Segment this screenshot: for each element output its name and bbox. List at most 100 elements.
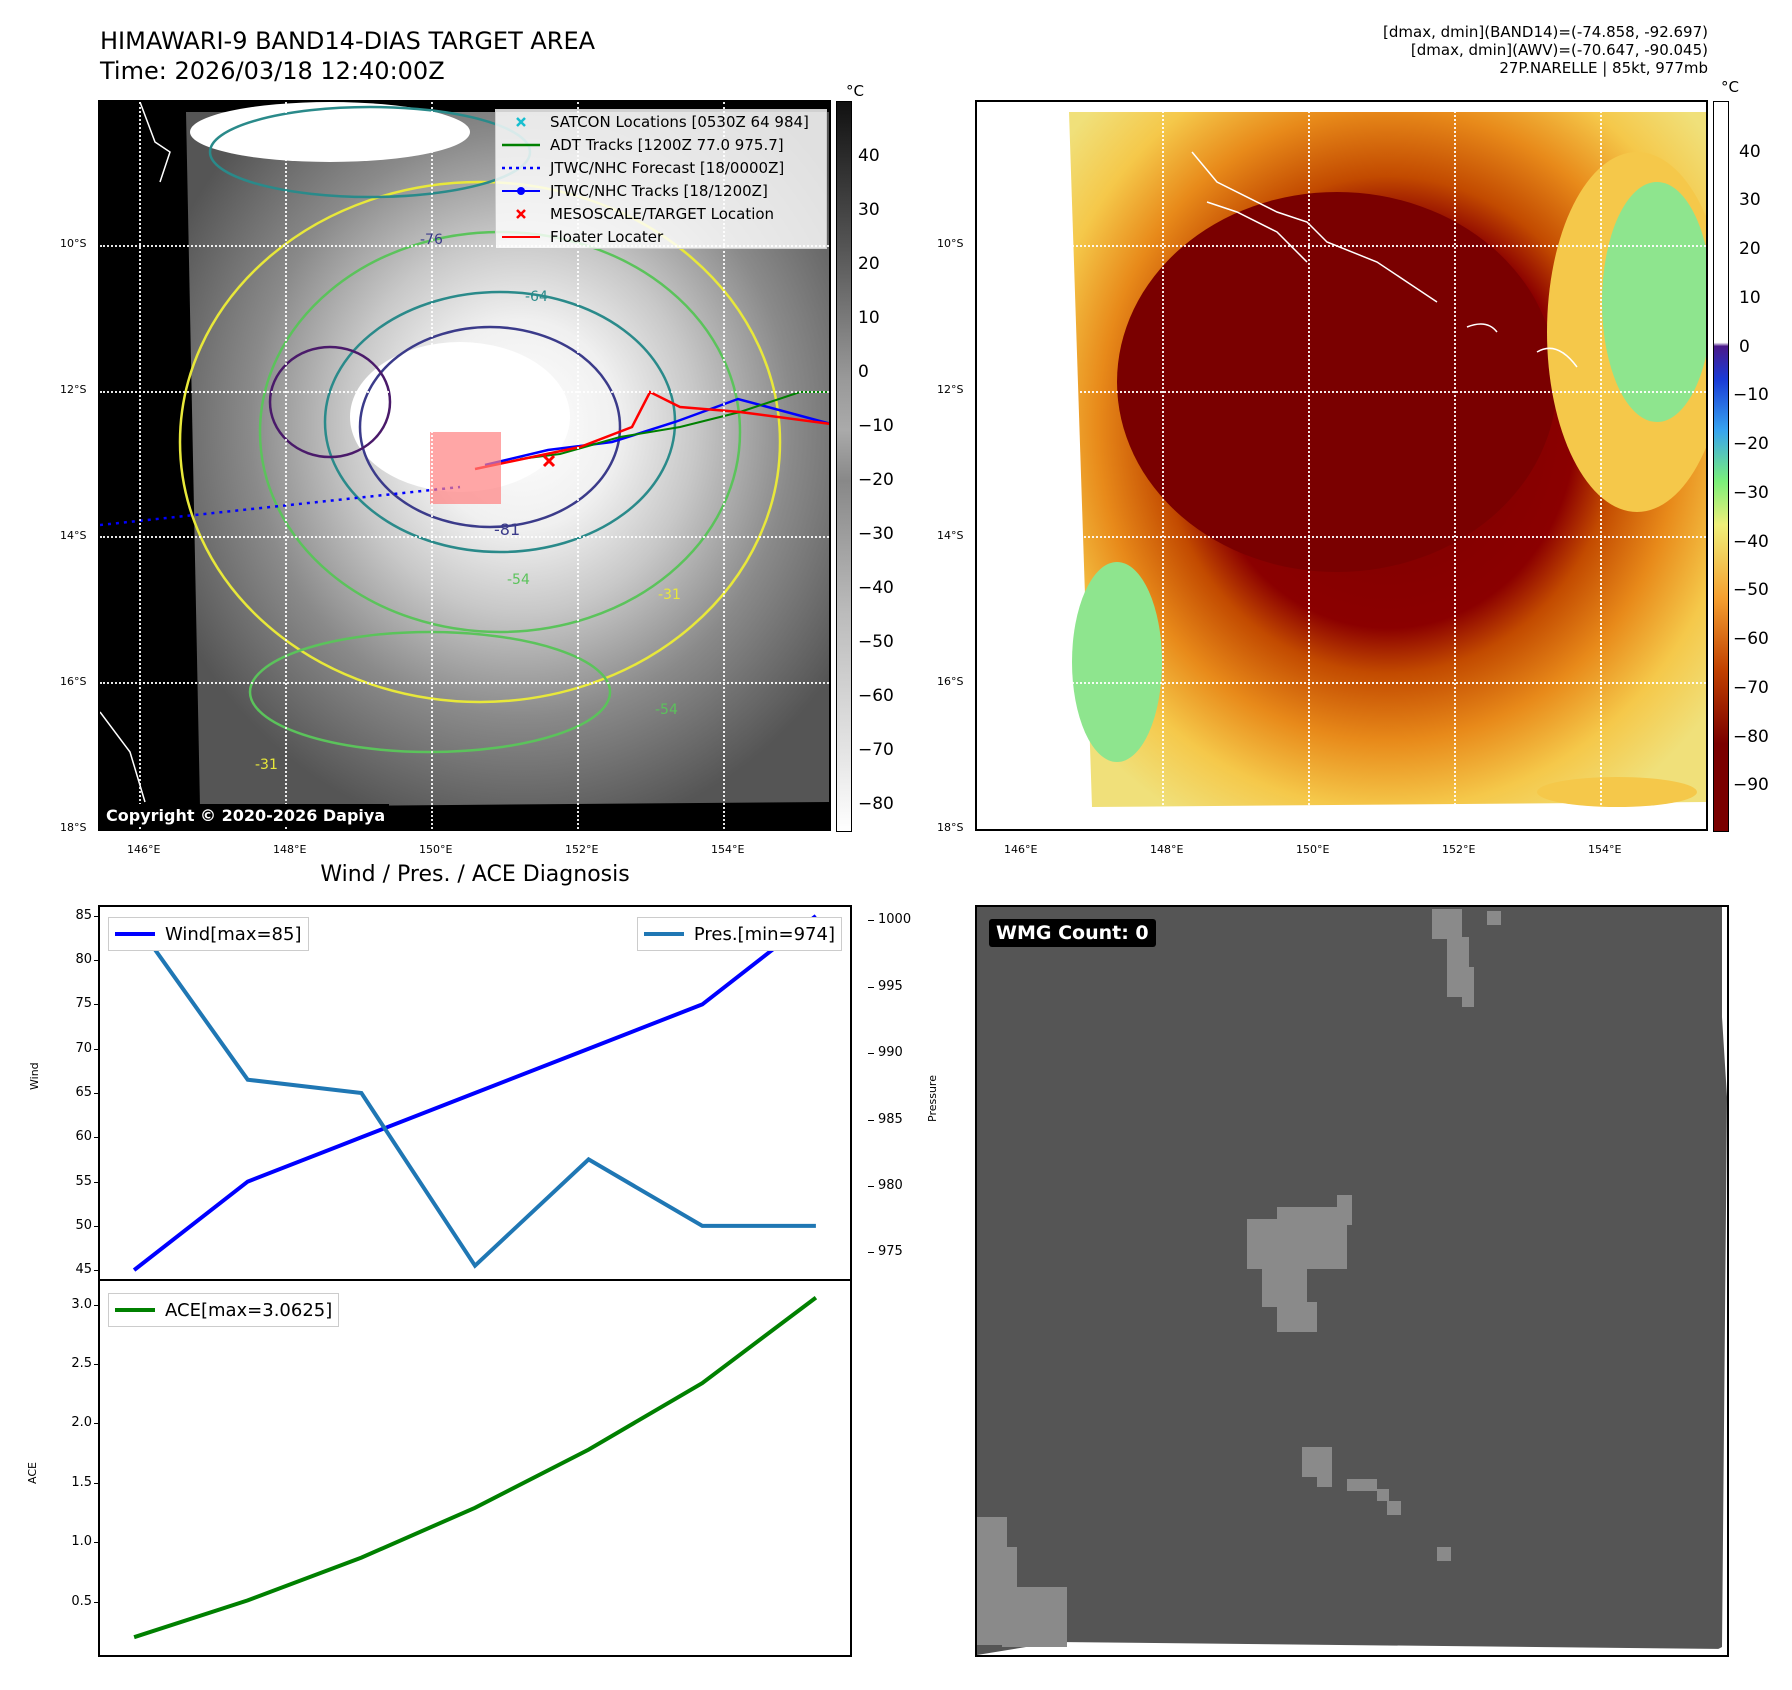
colorbar-tick: −40	[858, 578, 894, 598]
ace-tick-label: 0.5	[71, 1593, 92, 1609]
wmg-count-badge: WMG Count: 0	[989, 919, 1156, 947]
colorbar-tick: −80	[858, 794, 894, 814]
lon-label: 150°E	[419, 843, 453, 856]
lon-label: 146°E	[127, 843, 161, 856]
chart-title: HIMAWARI-9 BAND14-DIAS TARGET AREA	[100, 27, 596, 55]
ace-legend-label: ACE[max=3.0625]	[165, 1299, 333, 1321]
lat-label: 14°S	[937, 529, 964, 542]
colorbar-unit: °C	[846, 82, 864, 100]
x-marker-icon	[502, 115, 540, 129]
wind-tick-label-mark	[94, 1093, 100, 1094]
pressure-axis-label: Pressure	[926, 1075, 939, 1122]
dotted-line-icon	[502, 161, 540, 175]
ace-tick-label-mark	[94, 1304, 100, 1306]
contour-label: -31	[255, 757, 278, 773]
legend-label: MESOSCALE/TARGET Location	[550, 204, 775, 223]
pressure-tick-label-mark	[868, 1252, 874, 1254]
pressure-legend-label: Pres.[min=974]	[693, 923, 835, 945]
wind-tick-label-mark	[94, 1004, 100, 1006]
pressure-tick-label-mark	[868, 920, 874, 922]
wmg-imagery	[977, 907, 1727, 1655]
ace-tick-label-mark	[94, 1601, 100, 1603]
contour-label: -31	[658, 587, 681, 603]
colorbar-tick: −10	[1733, 385, 1769, 405]
ace-tick-label: 1.5	[71, 1474, 92, 1490]
colorbar-tick: −70	[858, 740, 894, 760]
colorbar-tick: −60	[1733, 629, 1769, 649]
lat-label: 10°S	[937, 237, 964, 250]
ace-tick-label: 3.0	[71, 1296, 92, 1312]
pressure-tick-label: 990	[878, 1045, 903, 1061]
wind-tick-label: 80	[75, 952, 92, 968]
lat-label: 16°S	[937, 675, 964, 688]
colorbar-tick: 10	[1739, 288, 1761, 308]
wind-tick-label-mark	[94, 1225, 100, 1227]
colorbar-tick: 0	[1739, 337, 1750, 357]
line-icon	[502, 230, 540, 244]
colorbar-tick: 20	[1739, 239, 1761, 259]
colorbar-tick: −90	[1733, 775, 1769, 795]
wind-tick-label: 50	[75, 1217, 92, 1233]
colorbar-tick: −50	[1733, 580, 1769, 600]
contour-label: -76	[420, 232, 443, 248]
wind-tick-label-mark	[94, 1048, 100, 1050]
lon-label: 146°E	[1004, 843, 1038, 856]
pressure-tick-label-mark	[868, 1053, 874, 1055]
legend-item: JTWC/NHC Forecast [18/0000Z]	[496, 156, 826, 179]
wind-line-icon	[115, 932, 155, 936]
lat-label: 16°S	[60, 675, 87, 688]
wind-legend-label: Wind[max=85]	[165, 923, 302, 945]
colorbar-tick: −30	[1733, 483, 1769, 503]
colorbar-tick: 30	[1739, 190, 1761, 210]
legend-item: ADT Tracks [1200Z 77.0 975.7]	[496, 133, 826, 156]
wind-tick-label: 70	[75, 1040, 92, 1056]
pressure-tick-label: 975	[878, 1244, 903, 1260]
legend-label: ADT Tracks [1200Z 77.0 975.7]	[550, 135, 784, 154]
colorbar-right	[1713, 101, 1729, 832]
chart-time: Time: 2026/03/18 12:40:00Z	[100, 57, 445, 85]
legend-label: SATCON Locations [0530Z 64 984]	[550, 112, 809, 131]
ace-line-icon	[115, 1308, 155, 1312]
legend-item: Floater Locater	[496, 225, 826, 248]
legend-label: Floater Locater	[550, 227, 664, 246]
wind-pressure-plot	[132, 914, 818, 1272]
map-legend: SATCON Locations [0530Z 64 984] ADT Trac…	[495, 109, 827, 249]
pressure-tick-label: 980	[878, 1178, 903, 1193]
lat-label: 12°S	[937, 383, 964, 396]
awv-map	[975, 100, 1708, 831]
legend-item: SATCON Locations [0530Z 64 984]	[496, 110, 826, 133]
wind-axis-label: Wind	[28, 1062, 41, 1090]
ace-series-line	[133, 1296, 818, 1640]
wind-tick-label-mark	[94, 1137, 100, 1139]
colorbar-tick: 0	[858, 362, 869, 382]
lon-label: 150°E	[1296, 843, 1330, 856]
pressure-tick-label-mark	[868, 1119, 874, 1121]
legend-label: JTWC/NHC Tracks [18/1200Z]	[550, 181, 768, 200]
pressure-legend: Pres.[min=974]	[636, 917, 842, 951]
colorbar-tick: −10	[858, 416, 894, 436]
contour-label: -64	[525, 289, 548, 305]
pressure-tick-label: 1000	[878, 912, 912, 928]
lat-label: 18°S	[60, 821, 87, 834]
contour-label: -54	[655, 702, 678, 718]
wind-tick-label: 55	[75, 1173, 92, 1189]
pressure-tick-label: 985	[878, 1111, 903, 1127]
wind-tick-label-mark	[94, 915, 100, 917]
ace-tick-label-mark	[94, 1423, 100, 1425]
colorbar-tick: −40	[1733, 532, 1769, 552]
ace-tick-label: 2.0	[71, 1415, 92, 1431]
diagnosis-title: Wind / Pres. / ACE Diagnosis	[320, 862, 630, 887]
wind-tick-label-mark	[94, 960, 100, 962]
lon-label: 154°E	[1588, 843, 1622, 856]
line-icon	[502, 138, 540, 152]
lon-label: 152°E	[1442, 843, 1476, 856]
wind-tick-label: 85	[75, 907, 92, 923]
colorbar-tick: −20	[1733, 434, 1769, 454]
ace-legend: ACE[max=3.0625]	[108, 1293, 340, 1327]
colorbar-left	[836, 101, 852, 832]
contour-label: -54	[507, 572, 530, 588]
contour-label: -81	[494, 520, 521, 539]
lat-label: 14°S	[60, 529, 87, 542]
wmg-panel: WMG Count: 0	[975, 905, 1729, 1657]
lat-label: 18°S	[937, 821, 964, 834]
